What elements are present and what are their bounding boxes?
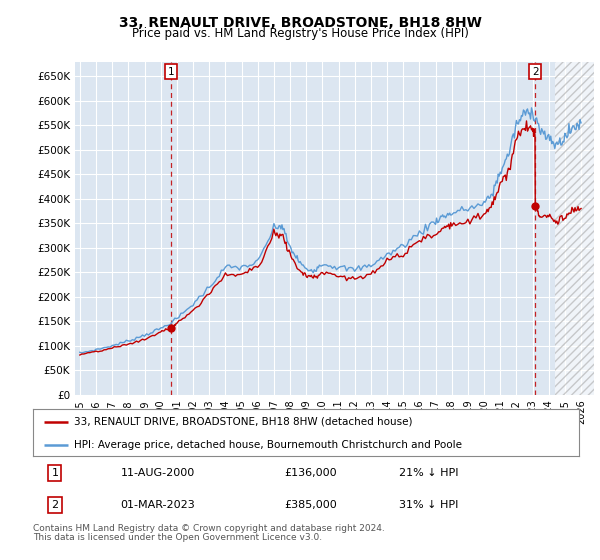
Text: 2: 2 <box>51 500 58 510</box>
Text: 33, RENAULT DRIVE, BROADSTONE, BH18 8HW (detached house): 33, RENAULT DRIVE, BROADSTONE, BH18 8HW … <box>74 417 412 427</box>
Text: 01-MAR-2023: 01-MAR-2023 <box>121 500 195 510</box>
Text: 31% ↓ HPI: 31% ↓ HPI <box>399 500 458 510</box>
Text: Price paid vs. HM Land Registry's House Price Index (HPI): Price paid vs. HM Land Registry's House … <box>131 27 469 40</box>
Text: 11-AUG-2000: 11-AUG-2000 <box>121 468 194 478</box>
Text: 1: 1 <box>52 468 58 478</box>
Text: 33, RENAULT DRIVE, BROADSTONE, BH18 8HW: 33, RENAULT DRIVE, BROADSTONE, BH18 8HW <box>119 16 481 30</box>
Text: 1: 1 <box>167 67 174 77</box>
Text: £136,000: £136,000 <box>284 468 337 478</box>
Text: 2: 2 <box>532 67 539 77</box>
Text: This data is licensed under the Open Government Licence v3.0.: This data is licensed under the Open Gov… <box>33 533 322 542</box>
Text: £385,000: £385,000 <box>284 500 337 510</box>
Text: 21% ↓ HPI: 21% ↓ HPI <box>399 468 458 478</box>
Text: HPI: Average price, detached house, Bournemouth Christchurch and Poole: HPI: Average price, detached house, Bour… <box>74 440 462 450</box>
Text: Contains HM Land Registry data © Crown copyright and database right 2024.: Contains HM Land Registry data © Crown c… <box>33 524 385 533</box>
